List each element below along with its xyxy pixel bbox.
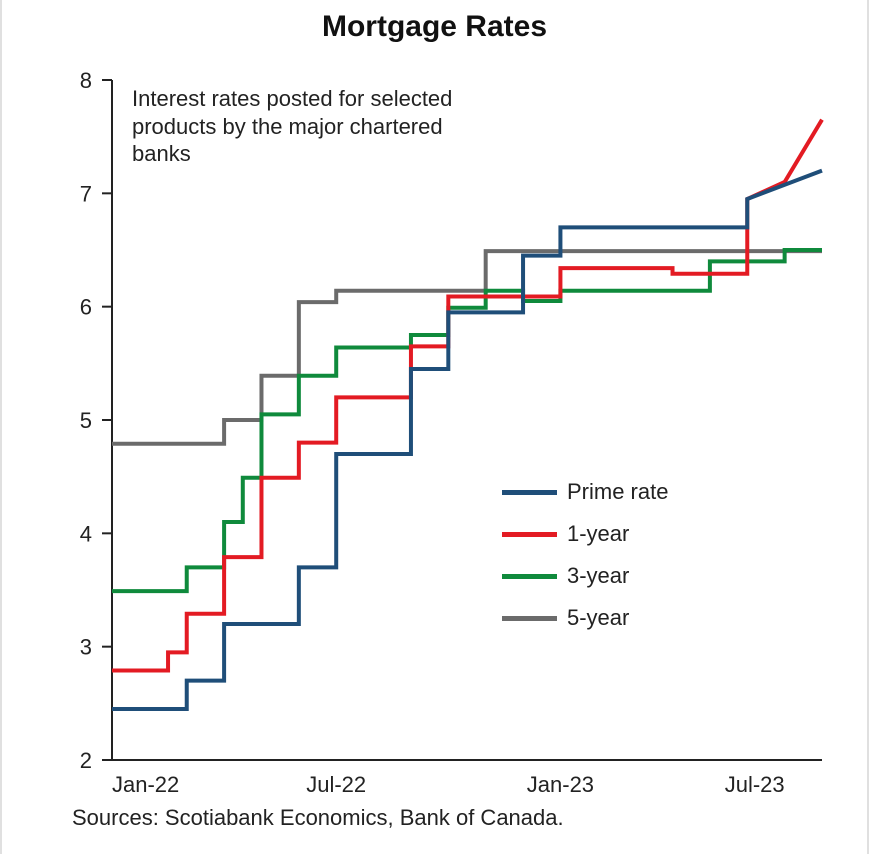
chart-subtitle: Interest rates posted for selected produ… [132, 85, 492, 168]
legend-swatch [502, 532, 557, 537]
y-tick-label: 2 [80, 748, 92, 773]
y-tick-label: 8 [80, 68, 92, 93]
chart-panel: Mortgage Rates Interest rates posted for… [0, 0, 869, 854]
y-tick-label: 6 [80, 295, 92, 320]
series-five [112, 251, 822, 444]
x-tick-label: Jan-23 [527, 772, 594, 797]
legend-swatch [502, 616, 557, 621]
legend-label: 3-year [567, 563, 629, 588]
y-tick-label: 3 [80, 635, 92, 660]
chart-source: Sources: Scotiabank Economics, Bank of C… [72, 805, 564, 831]
x-tick-label: Jan-22 [112, 772, 179, 797]
chart-title: Mortgage Rates [2, 10, 867, 44]
series-one [112, 120, 822, 671]
legend-swatch [502, 490, 557, 495]
x-tick-label: Jul-22 [306, 772, 366, 797]
legend-swatch [502, 574, 557, 579]
legend-label: Prime rate [567, 479, 668, 504]
x-tick-label: Jul-23 [725, 772, 785, 797]
legend-label: 1-year [567, 521, 629, 546]
y-tick-label: 5 [80, 408, 92, 433]
y-tick-label: 7 [80, 181, 92, 206]
legend-label: 5-year [567, 605, 629, 630]
y-tick-label: 4 [80, 521, 92, 546]
series-three [112, 250, 822, 591]
